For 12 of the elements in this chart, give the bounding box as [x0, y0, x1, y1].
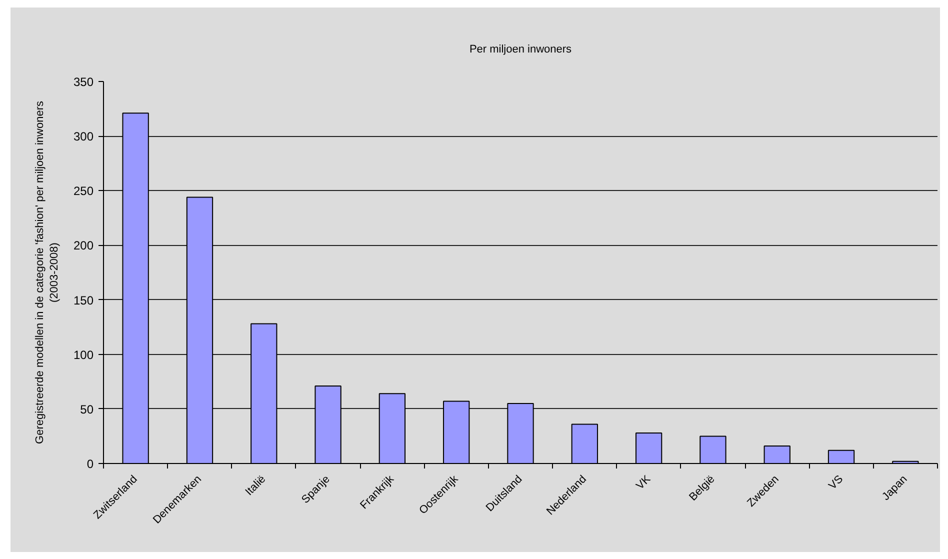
y-tick-label: 200: [73, 238, 94, 253]
y-tick-label: 250: [73, 184, 94, 198]
y-tick-label: 0: [86, 457, 94, 471]
x-tick-label: VK: [634, 472, 654, 492]
y-tick-label: 100: [73, 348, 94, 362]
y-tick-label: 350: [73, 75, 94, 89]
chart-title: Per miljoen inwoners: [469, 44, 572, 56]
y-tick-label: 50: [80, 402, 94, 416]
y-axis-title: Geregistreerde modellen in de categorie 'fashion' per miljoen inwoners (2003-2008): [34, 100, 60, 444]
y-tick-label: 300: [73, 130, 94, 144]
y-tick-label: 150: [73, 293, 94, 308]
x-tick-label: VS: [826, 473, 846, 492]
